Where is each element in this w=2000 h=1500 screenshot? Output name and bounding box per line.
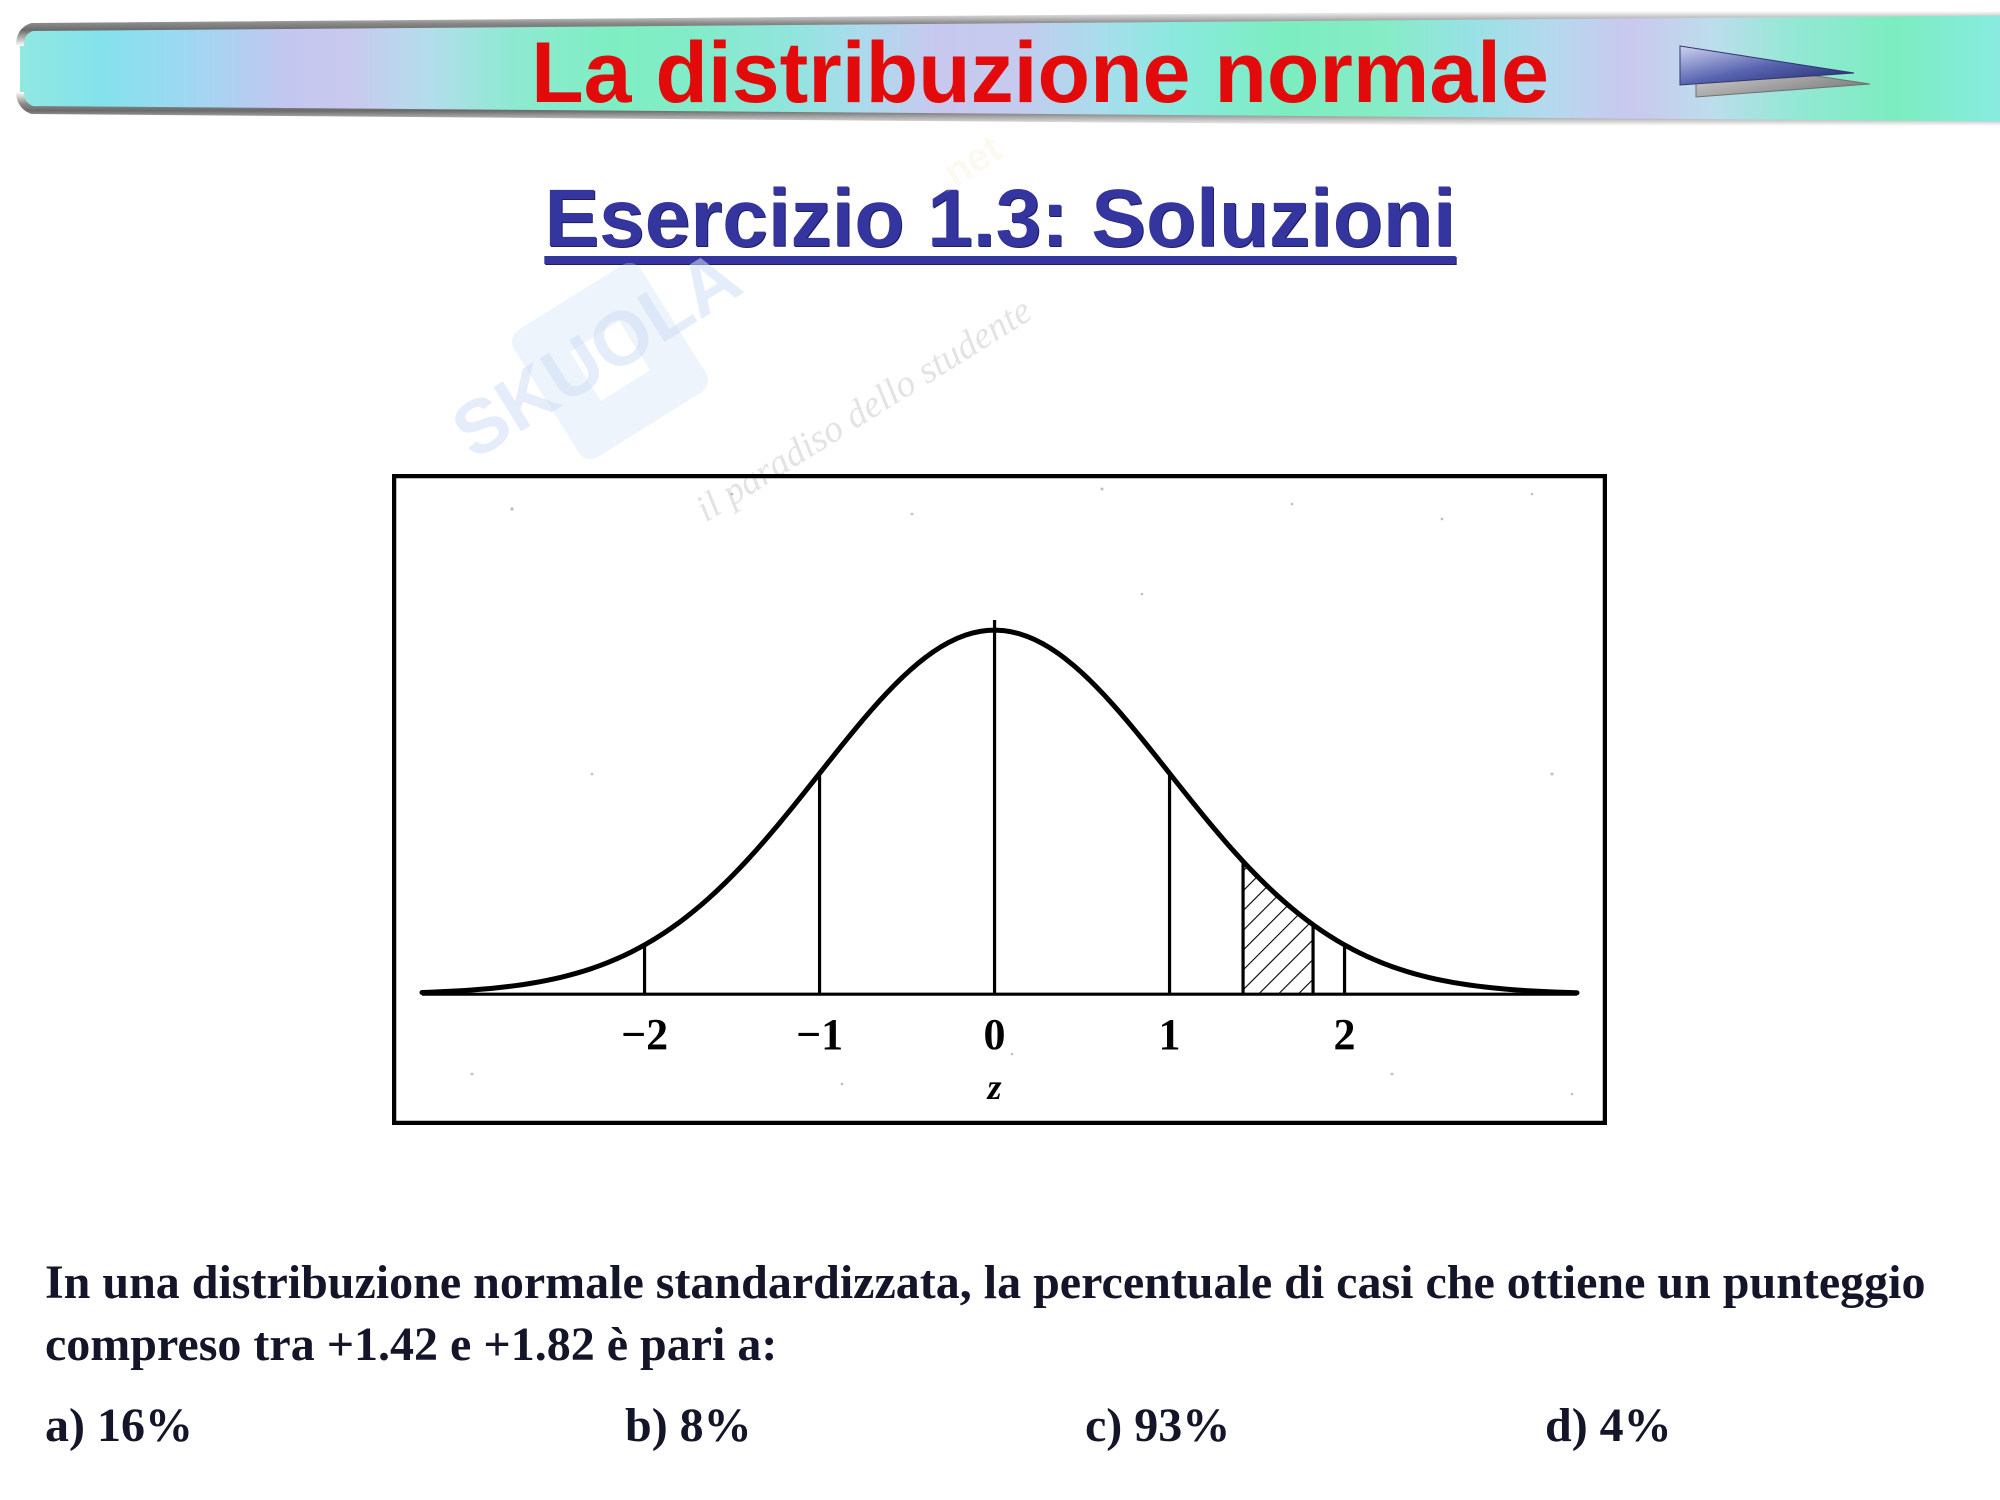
svg-text:.net: .net <box>926 126 1010 201</box>
svg-text:1: 1 <box>1159 1010 1181 1059</box>
svg-text:2: 2 <box>1334 1010 1356 1059</box>
svg-text:0: 0 <box>984 1010 1006 1059</box>
svg-text:z: z <box>986 1067 1002 1107</box>
svg-text:−2: −2 <box>621 1010 668 1059</box>
svg-text:−1: −1 <box>796 1010 843 1059</box>
